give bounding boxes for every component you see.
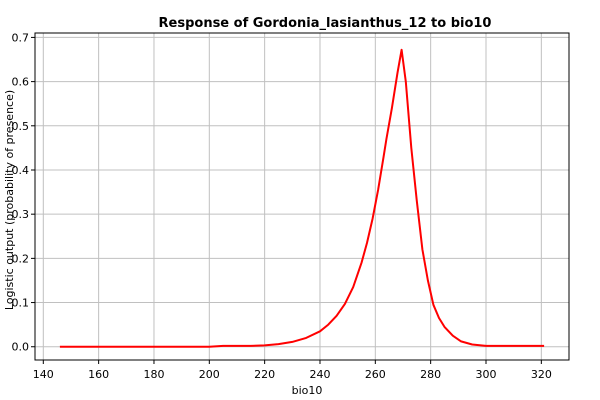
x-tick-label: 220 [254, 368, 275, 381]
x-tick-label: 240 [309, 368, 330, 381]
axis-ticks: 140 160 180 200 220 240 260 280 300 320 0.0 0.1 0.2 0… [12, 31, 552, 381]
y-tick-label: 0.2 [12, 252, 30, 265]
x-tick-label: 260 [365, 368, 386, 381]
series-layer [59, 48, 545, 348]
y-tick-label: 0.6 [12, 76, 30, 89]
plot-frame [34, 32, 570, 361]
y-tick-label: 0.3 [12, 208, 30, 221]
grid [35, 33, 569, 360]
y-axis-label: Logistic output (probability of presence… [3, 90, 16, 310]
x-tick-label: 160 [88, 368, 109, 381]
x-tick-label: 200 [199, 368, 220, 381]
x-tick-label: 300 [475, 368, 496, 381]
y-tick-label: 0.1 [12, 297, 30, 310]
y-tick-label: 0.5 [12, 120, 30, 133]
x-tick-label: 280 [420, 368, 441, 381]
chart-title: Response of Gordonia_lasianthus_12 to bi… [159, 16, 492, 31]
x-axis-label: bio10 [292, 384, 323, 397]
y-tick-label: 0.0 [12, 341, 30, 354]
response-curve [59, 48, 545, 348]
y-tick-label: 0.7 [12, 31, 30, 44]
x-tick-label: 140 [33, 368, 54, 381]
y-tick-label: 0.4 [12, 164, 30, 177]
x-tick-label: 320 [531, 368, 552, 381]
x-tick-label: 180 [143, 368, 164, 381]
